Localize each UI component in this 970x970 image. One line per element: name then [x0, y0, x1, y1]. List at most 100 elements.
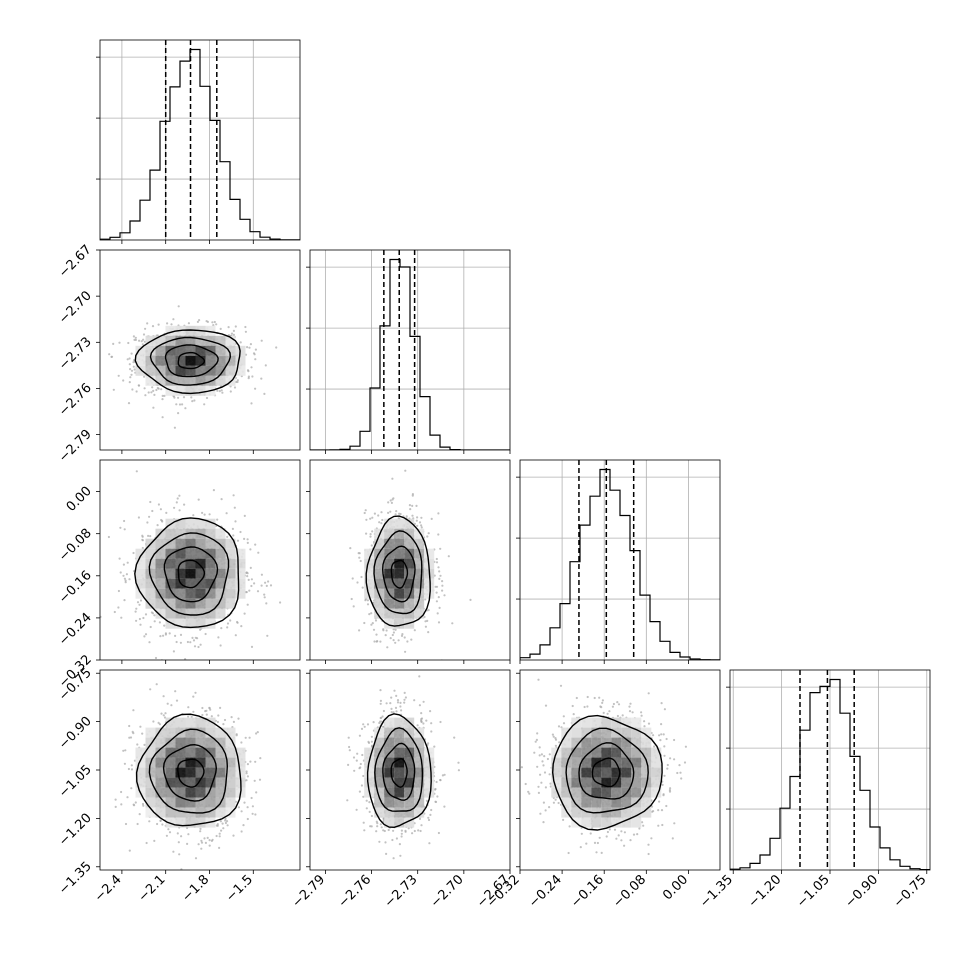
sample-point: [196, 637, 199, 640]
sample-point: [179, 633, 183, 636]
density-cell: [155, 737, 166, 748]
sample-point: [142, 616, 145, 620]
density-cell: [384, 618, 395, 629]
sample-point: [126, 561, 129, 564]
sample-point: [240, 741, 243, 744]
density-cell: [175, 345, 186, 356]
sample-point: [260, 573, 263, 576]
sample-point: [260, 377, 263, 380]
density-cell: [195, 558, 206, 569]
sample-point: [120, 790, 123, 794]
density-cell: [225, 588, 236, 599]
sample-point: [161, 394, 164, 397]
density-cell: [175, 598, 186, 609]
density-cell: [205, 618, 216, 629]
sample-point: [184, 658, 187, 660]
sample-point: [192, 639, 196, 642]
density-cell: [165, 757, 176, 768]
density-cell: [185, 817, 196, 828]
sample-point: [173, 396, 176, 399]
density-cell: [195, 777, 206, 788]
density-cell: [175, 767, 186, 778]
density-cell: [225, 767, 236, 778]
density-cell: [165, 777, 176, 788]
density-cell: [165, 618, 176, 629]
sample-point: [197, 843, 200, 846]
sample-point: [424, 598, 427, 601]
sample-point: [178, 509, 181, 512]
sample-point: [246, 603, 249, 606]
sample-point: [162, 634, 165, 637]
sample-point: [126, 796, 129, 799]
sample-point: [139, 725, 142, 728]
density-cell: [165, 717, 176, 728]
sample-point: [439, 720, 442, 724]
sample-point: [127, 341, 130, 345]
contour-line: [177, 758, 205, 788]
sample-point: [437, 621, 441, 624]
density-cell: [235, 558, 246, 569]
sample-point: [148, 641, 151, 644]
sample-point: [112, 388, 115, 391]
sample-point: [247, 377, 250, 380]
sample-point: [161, 823, 164, 826]
sample-point: [208, 844, 211, 847]
histogram-0: [100, 48, 300, 240]
density-cell: [205, 558, 216, 569]
sample-point: [240, 830, 243, 833]
sample-point: [129, 368, 132, 371]
sample-point: [173, 426, 176, 429]
sample-point: [160, 712, 163, 715]
sample-point: [246, 763, 249, 766]
sample-point: [363, 511, 366, 515]
sample-point: [122, 749, 125, 752]
density-cell: [165, 568, 176, 579]
density-cell: [155, 767, 166, 778]
sample-point: [230, 716, 233, 719]
histogram-2: [520, 468, 720, 660]
sample-point: [371, 530, 374, 533]
sample-point: [162, 695, 165, 698]
density-cell: [225, 335, 236, 346]
sample-point: [232, 329, 235, 332]
sample-point: [256, 731, 259, 734]
sample-point: [250, 402, 253, 405]
sample-point: [130, 768, 134, 771]
density-cell: [145, 807, 156, 818]
panel-2-0: −0.32−0.24−0.16−0.080.00: [56, 459, 301, 691]
sample-point: [373, 640, 376, 643]
sample-point: [216, 518, 219, 521]
density-cell: [215, 365, 226, 376]
density-cell: [215, 578, 226, 589]
density-cell: [215, 345, 226, 356]
density-cell: [175, 375, 186, 386]
sample-point: [129, 376, 132, 379]
sample-point: [234, 634, 237, 637]
sample-point: [387, 501, 390, 504]
sample-point: [137, 516, 140, 519]
sample-point: [177, 305, 180, 308]
sample-point: [179, 641, 182, 644]
sample-point: [233, 386, 237, 389]
sample-point: [427, 609, 430, 612]
sample-point: [178, 853, 181, 856]
sample-point: [438, 577, 441, 580]
density-cell: [195, 578, 206, 589]
sample-point: [257, 551, 260, 554]
density-cell: [175, 777, 186, 788]
sample-point: [187, 706, 190, 709]
sample-point: [175, 699, 179, 702]
sample-point: [411, 514, 414, 517]
sample-point: [123, 577, 126, 580]
sample-point: [246, 817, 249, 821]
density-cell: [384, 608, 395, 619]
density-cell: [384, 568, 395, 579]
sample-point: [148, 515, 151, 518]
sample-point: [148, 820, 151, 823]
sample-point: [197, 645, 200, 649]
sample-point: [138, 617, 141, 621]
sample-point: [192, 695, 195, 698]
sample-point: [204, 632, 207, 636]
sample-point: [374, 619, 378, 622]
density-cell: [215, 727, 226, 738]
